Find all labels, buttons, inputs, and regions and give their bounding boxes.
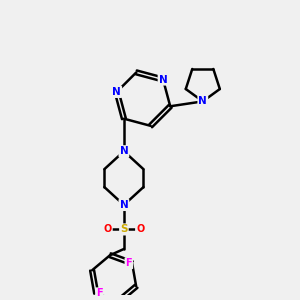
Text: N: N [119,200,128,210]
Text: N: N [198,96,207,106]
Text: N: N [119,146,128,156]
Text: N: N [159,74,167,85]
Text: S: S [120,224,128,234]
Text: F: F [96,288,103,298]
Text: O: O [103,224,112,234]
Text: O: O [136,224,144,234]
Text: F: F [125,258,132,268]
Text: N: N [112,87,121,97]
